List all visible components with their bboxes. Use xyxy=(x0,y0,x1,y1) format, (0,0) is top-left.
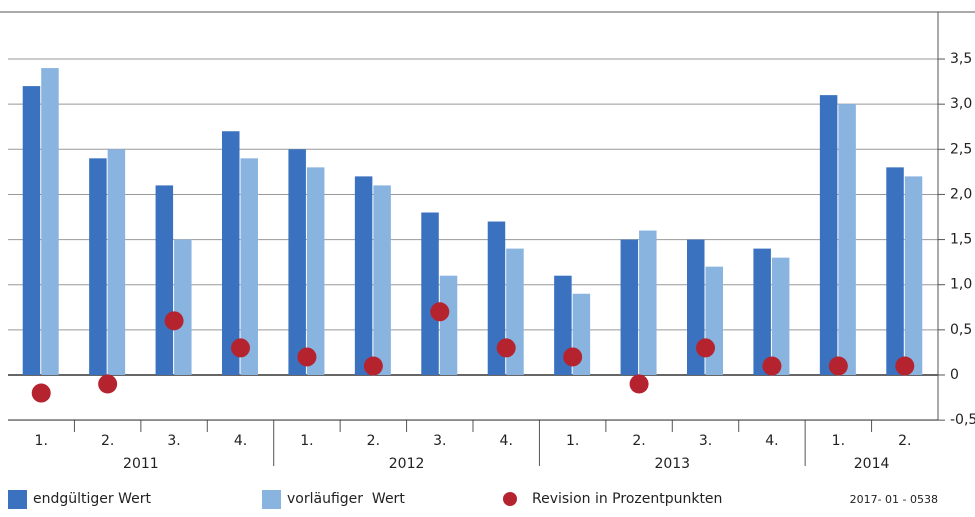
group-label: 2011 xyxy=(123,456,159,472)
point xyxy=(231,338,250,358)
point xyxy=(363,356,383,376)
x-tick-label: 4. xyxy=(500,433,513,449)
x-tick-label: 3. xyxy=(699,433,712,449)
bar xyxy=(89,158,107,375)
bar xyxy=(22,86,41,375)
group-label: 2013 xyxy=(654,456,690,472)
point xyxy=(629,374,649,394)
bar xyxy=(886,167,904,375)
x-tick-label: 1. xyxy=(35,433,48,449)
x-tick-label: 2. xyxy=(367,433,380,449)
bar xyxy=(240,158,258,375)
y-tick-label: 3,0 xyxy=(950,96,972,112)
x-tick-label: 3. xyxy=(433,433,446,449)
bar xyxy=(753,248,771,375)
x-tick-label: 3. xyxy=(167,433,180,449)
bar xyxy=(155,185,174,375)
legend-label: endgültiger Wert xyxy=(33,491,151,507)
bar xyxy=(288,149,306,375)
y-tick-label: 2,5 xyxy=(950,141,972,157)
point xyxy=(496,338,516,358)
bar xyxy=(421,212,439,375)
bar xyxy=(107,149,126,375)
bar xyxy=(41,68,59,375)
bar xyxy=(222,131,240,375)
y-tick-label: 1,0 xyxy=(950,277,972,293)
legend-label: Revision in Prozentpunkten xyxy=(532,491,722,507)
x-tick-label: 1. xyxy=(566,433,579,449)
x-tick-label: 2. xyxy=(898,433,911,449)
legend-label: vorläufiger Wert xyxy=(287,491,405,507)
legend-swatch xyxy=(8,490,27,509)
y-tick-label: 3,5 xyxy=(950,51,972,67)
bar xyxy=(771,257,790,375)
point xyxy=(297,347,317,367)
x-tick-label: 4. xyxy=(765,433,778,449)
bar xyxy=(838,104,856,375)
bar xyxy=(819,95,838,375)
x-tick-label: 1. xyxy=(832,433,845,449)
point xyxy=(895,356,915,376)
point xyxy=(98,374,118,394)
point xyxy=(164,311,184,331)
bar xyxy=(373,185,391,375)
y-tick-label: 0,5 xyxy=(950,322,972,338)
point xyxy=(430,302,450,322)
bar xyxy=(439,275,458,375)
point xyxy=(696,338,715,358)
y-tick-label: 0 xyxy=(950,367,959,383)
note: 2017- 01 - 0538 xyxy=(850,493,938,506)
point xyxy=(828,356,848,376)
y-tick-label: 1,5 xyxy=(950,232,972,248)
bar xyxy=(487,221,506,375)
bar xyxy=(306,167,325,375)
x-tick-label: 4. xyxy=(234,433,247,449)
y-tick-label: -0,5 xyxy=(950,412,975,428)
legend-swatch xyxy=(503,492,517,506)
x-tick-label: 2. xyxy=(632,433,645,449)
bar xyxy=(620,239,639,375)
group-label: 2012 xyxy=(389,456,425,472)
legend-swatch xyxy=(262,490,281,509)
bar xyxy=(639,230,657,375)
bar xyxy=(904,176,923,375)
bar xyxy=(354,176,373,375)
point xyxy=(31,383,51,403)
point xyxy=(563,347,583,367)
group-label: 2014 xyxy=(854,456,890,472)
x-tick-label: 1. xyxy=(300,433,313,449)
bar xyxy=(705,266,723,375)
point xyxy=(762,356,782,376)
bar xyxy=(174,239,192,375)
x-tick-label: 2. xyxy=(101,433,114,449)
y-tick-label: 2,0 xyxy=(950,186,972,202)
